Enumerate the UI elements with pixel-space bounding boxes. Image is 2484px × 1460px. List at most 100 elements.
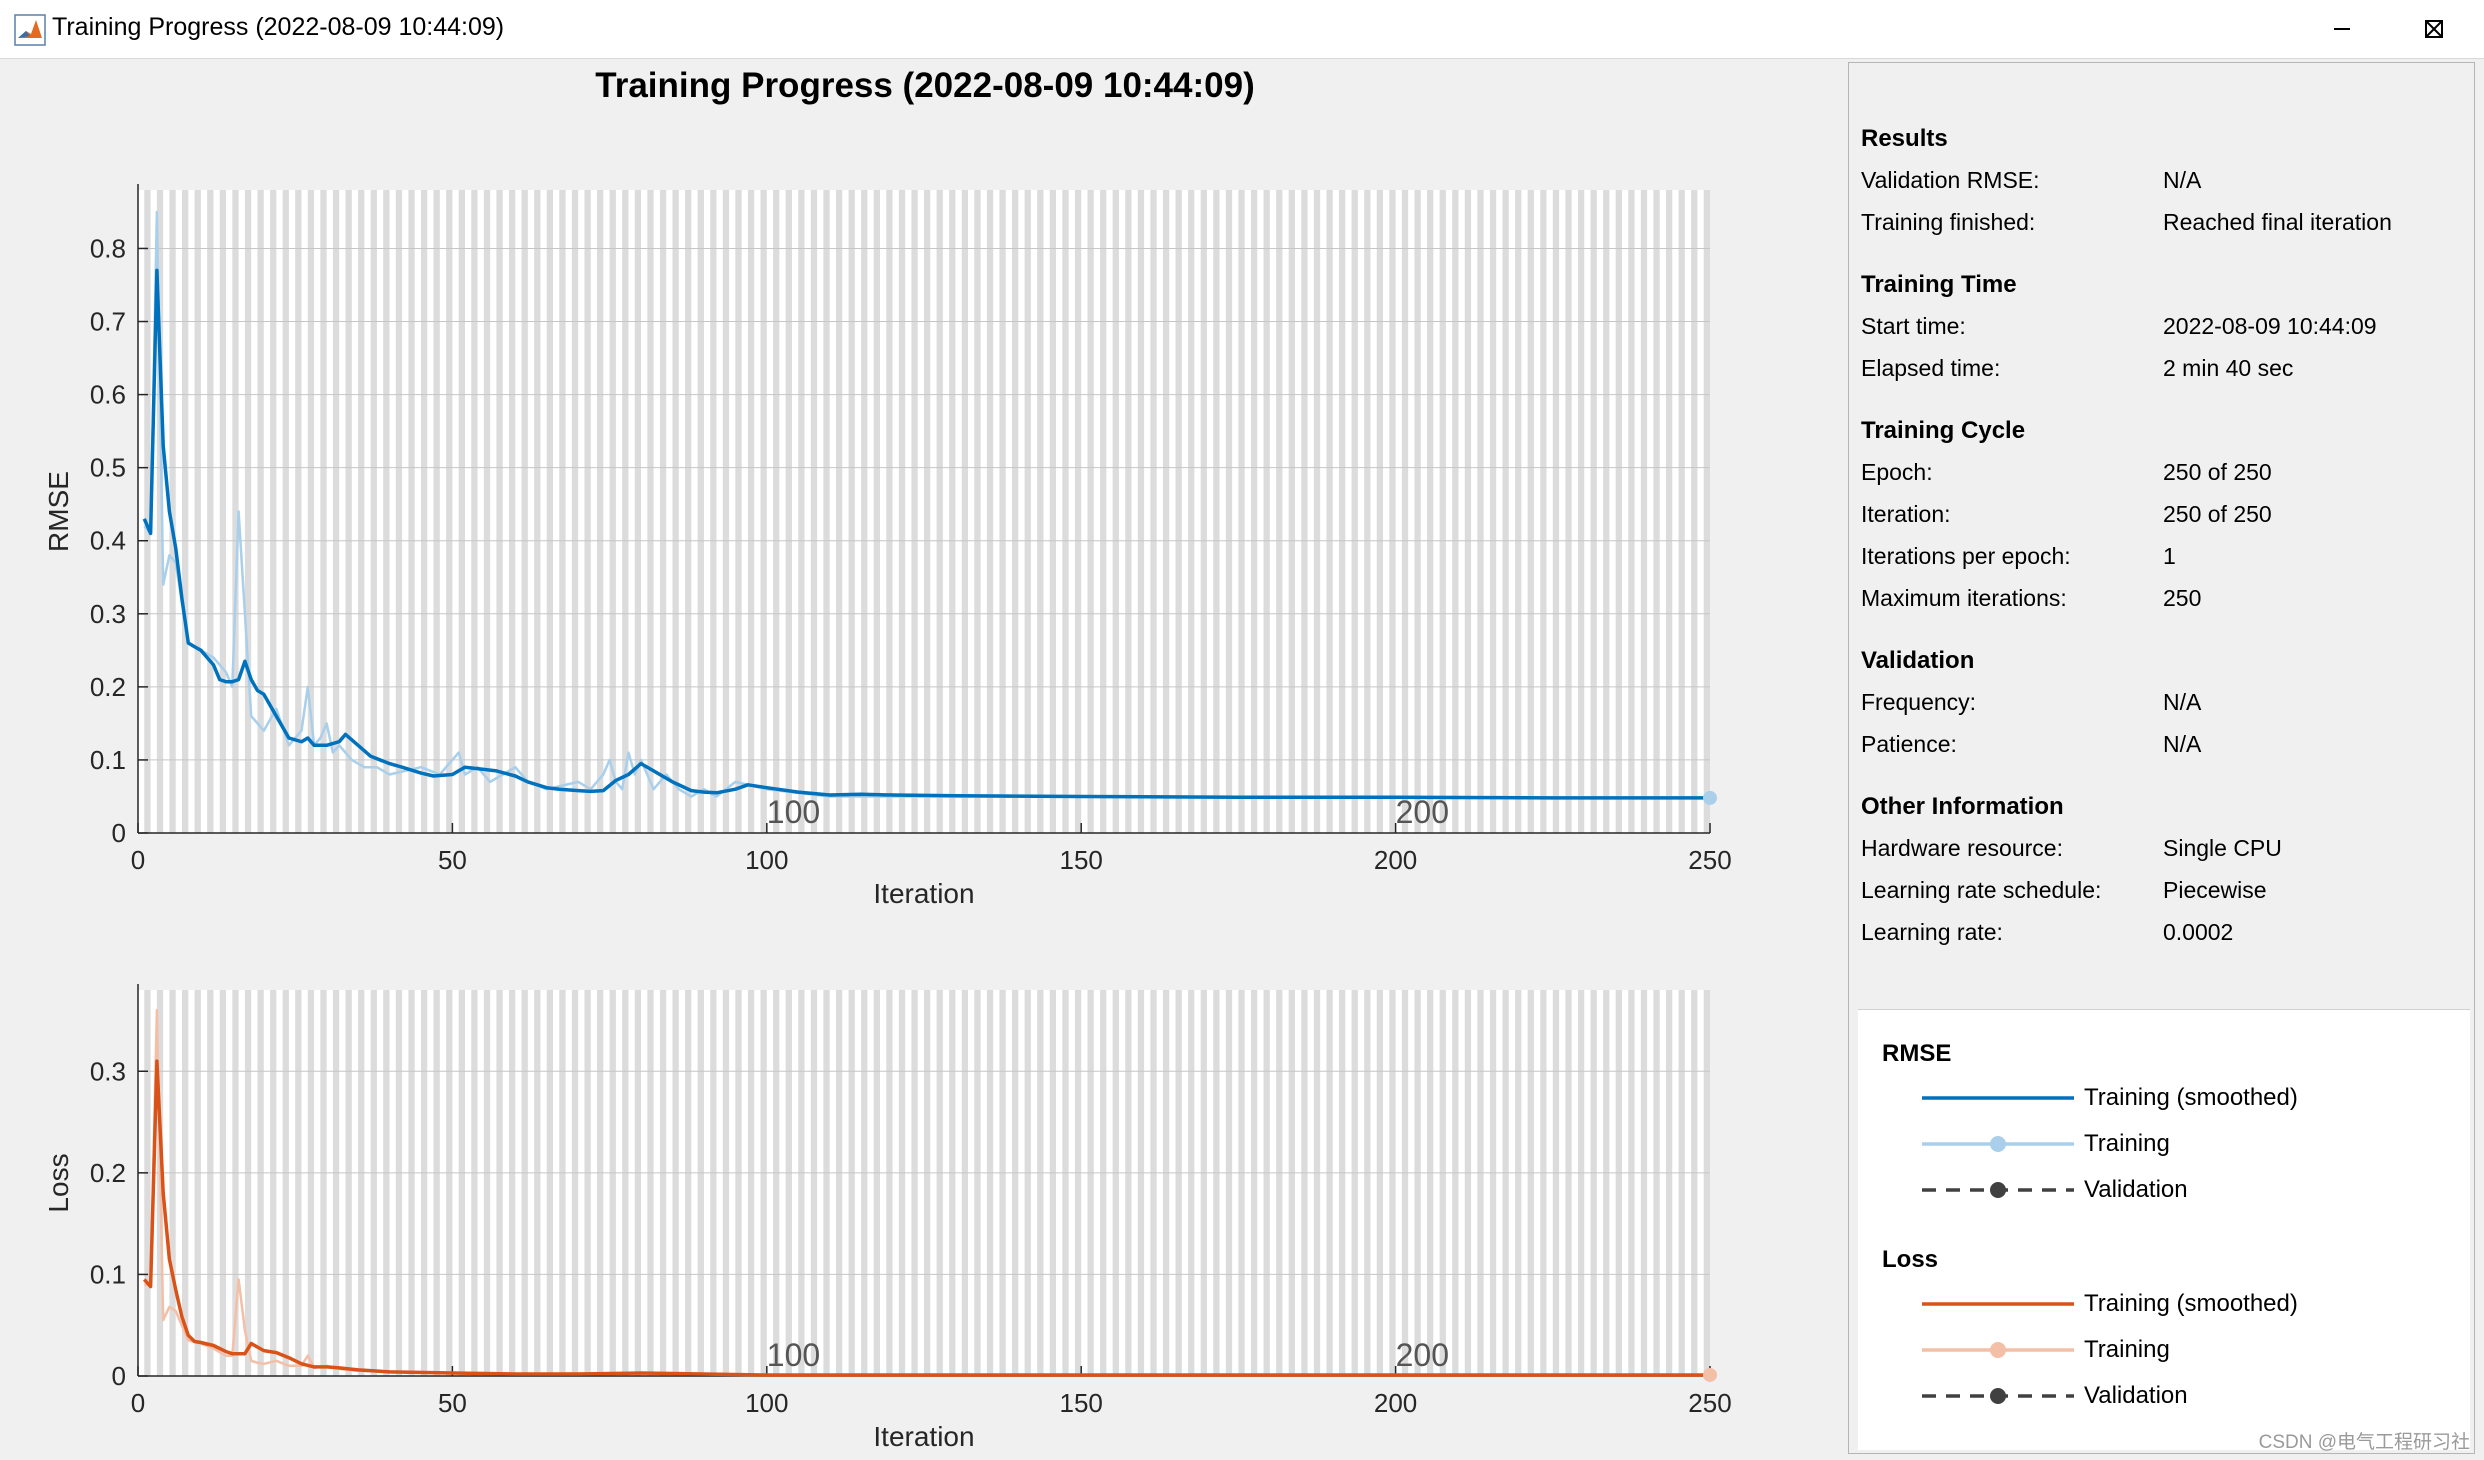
epoch-stripe — [710, 990, 717, 1376]
legend-item-label: Training — [2084, 1130, 2170, 1157]
epoch-stripe — [1665, 190, 1673, 833]
epoch-stripe — [873, 190, 880, 833]
epoch-stripe — [659, 190, 667, 833]
loss-y-axis-title: Loss — [43, 1153, 74, 1212]
epoch-stripe — [1125, 190, 1132, 833]
epoch-stripe — [1339, 990, 1346, 1376]
legend-symbol-validation — [1922, 1182, 2074, 1198]
epoch-stripe — [1427, 190, 1434, 833]
epoch-stripe — [1376, 990, 1384, 1376]
epoch-stripe — [345, 190, 352, 833]
info-value: Reached final iteration — [2163, 209, 2392, 235]
epoch-stripe — [433, 190, 440, 833]
legend-marker — [1990, 1136, 2006, 1152]
rmse-y-tick-label: 0.3 — [90, 599, 126, 629]
training-charts: 0 0.1 0.2 0.3 0.4 0.5 0.6 0.7 0.8 0 50 100 150 200 250… — [43, 184, 1732, 1452]
epoch-stripe — [1087, 190, 1094, 833]
loss-epoch-marker-label: 200 — [1396, 1337, 1449, 1373]
epoch-stripe — [1452, 190, 1459, 833]
epoch-stripe — [1100, 190, 1107, 833]
epoch-stripe — [1540, 990, 1547, 1376]
minimize-button[interactable] — [2296, 0, 2388, 58]
epoch-stripe — [1049, 190, 1057, 833]
epoch-stripe — [1188, 990, 1195, 1376]
epoch-stripe — [798, 190, 805, 833]
epoch-stripe — [1175, 190, 1182, 833]
legend-marker — [1990, 1342, 2006, 1358]
epoch-stripe — [332, 190, 340, 833]
epoch-stripe — [1049, 990, 1057, 1376]
epoch-stripe — [1112, 190, 1119, 833]
epoch-stripe — [1552, 190, 1560, 833]
epoch-stripe — [810, 990, 818, 1376]
epoch-stripe — [1439, 990, 1446, 1376]
legend-item-label: Validation — [2084, 1382, 2188, 1409]
epoch-stripe — [1653, 990, 1660, 1376]
epoch-stripe — [370, 190, 377, 833]
epoch-stripe — [446, 990, 453, 1376]
epoch-stripe — [270, 990, 277, 1376]
epoch-stripe — [1188, 190, 1195, 833]
epoch-stripe — [232, 990, 239, 1376]
epoch-stripe — [848, 990, 855, 1376]
epoch-stripe — [1137, 190, 1145, 833]
info-value: Piecewise — [2163, 877, 2267, 903]
epoch-stripe — [1062, 190, 1069, 833]
epoch-stripe — [1288, 990, 1295, 1376]
maximize-button[interactable] — [2388, 0, 2480, 58]
epoch-stripe — [597, 190, 604, 833]
epoch-stripe — [999, 190, 1006, 833]
epoch-stripe — [1628, 990, 1635, 1376]
loss-x-tick-label: 50 — [438, 1388, 467, 1418]
epoch-stripe — [1427, 990, 1434, 1376]
epoch-stripe — [1540, 190, 1547, 833]
epoch-stripe — [1175, 990, 1182, 1376]
epoch-stripe — [835, 990, 843, 1376]
epoch-stripe — [458, 990, 465, 1376]
legend-box: RMSE Training (smoothed) Training Validatio… — [1858, 1009, 2470, 1450]
training-info-panel: Results Validation RMSE: N/A Training finis… — [1848, 62, 2475, 1454]
page-title: Training Progress (2022-08-09 10:44:09) — [595, 66, 1255, 105]
epoch-stripe — [156, 190, 164, 833]
epoch-stripe — [1012, 990, 1019, 1376]
epoch-stripe — [810, 190, 818, 833]
epoch-stripe — [571, 190, 579, 833]
epoch-stripe — [1250, 990, 1258, 1376]
epoch-stripe — [1238, 990, 1245, 1376]
legend-item-label: Training (smoothed) — [2084, 1290, 2298, 1317]
epoch-stripe — [1301, 990, 1308, 1376]
epoch-stripe — [1037, 190, 1044, 833]
epoch-stripe — [471, 990, 478, 1376]
epoch-stripe — [974, 190, 981, 833]
epoch-stripe — [773, 190, 780, 833]
epoch-stripe — [1477, 190, 1484, 833]
info-label: Learning rate schedule: — [1861, 877, 2102, 903]
epoch-stripe — [647, 990, 654, 1376]
minimize-icon — [2334, 28, 2350, 30]
epoch-stripe — [924, 990, 931, 1376]
epoch-stripe — [974, 990, 981, 1376]
epoch-stripe — [1389, 990, 1396, 1376]
epoch-stripe — [207, 990, 214, 1376]
epoch-stripe — [961, 190, 969, 833]
info-label: Epoch: — [1861, 459, 1933, 485]
rmse-training-final-point — [1703, 790, 1717, 805]
epoch-stripe — [483, 990, 491, 1376]
rmse-y-tick-label: 0.8 — [90, 233, 126, 263]
info-label: Iterations per epoch: — [1861, 543, 2071, 569]
epoch-stripe — [182, 990, 189, 1376]
legend-symbol-smoothed — [1922, 1302, 2074, 1306]
epoch-stripe — [999, 990, 1006, 1376]
rmse-x-tick-label: 200 — [1374, 845, 1417, 875]
close-button[interactable] — [2388, 0, 2480, 58]
rmse-x-tick-label: 250 — [1688, 845, 1731, 875]
epoch-stripe — [144, 990, 151, 1376]
epoch-stripe — [307, 990, 315, 1376]
epoch-stripe — [1288, 190, 1295, 833]
epoch-stripe — [1703, 990, 1710, 1376]
epoch-stripe — [1112, 990, 1119, 1376]
rmse-y-tick-label: 0.4 — [90, 526, 126, 556]
epoch-stripe — [1137, 990, 1145, 1376]
epoch-stripe — [182, 190, 189, 833]
epoch-stripe — [1552, 990, 1560, 1376]
